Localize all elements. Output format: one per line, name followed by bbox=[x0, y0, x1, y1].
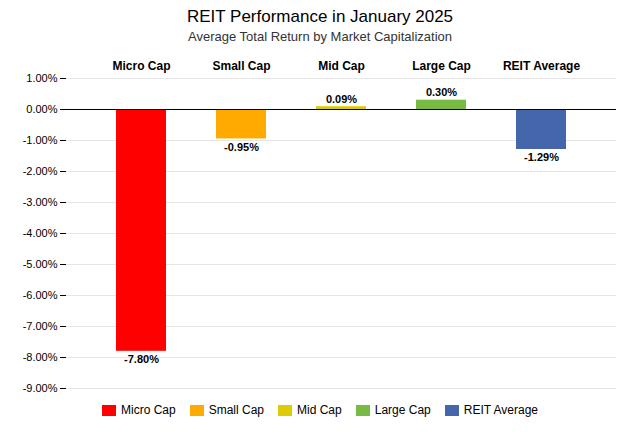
html-text:Small Cap: Small Cap bbox=[208, 403, 264, 417]
svg-text:0.30%: 0.30% bbox=[426, 86, 457, 98]
html-text:REIT Performance in January 20: REIT Performance in January 2025 bbox=[186, 7, 454, 26]
svg-text:1.00%: 1.00% bbox=[26, 72, 57, 84]
svg-text:-8.00%: -8.00% bbox=[23, 351, 58, 363]
svg-text:-0.95%: -0.95% bbox=[224, 141, 259, 153]
svg-text:-6.00%: -6.00% bbox=[23, 289, 58, 301]
html-text:Large Cap: Large Cap bbox=[374, 403, 431, 417]
svg-text:Small Cap: Small Cap bbox=[212, 59, 270, 73]
svg-text:-1.00%: -1.00% bbox=[23, 134, 58, 146]
svg-text:-3.00%: -3.00% bbox=[23, 196, 58, 208]
html-text:Average Total Return by Market: Average Total Return by Market Capitaliz… bbox=[188, 29, 452, 44]
svg-text:0.00%: 0.00% bbox=[26, 103, 57, 115]
html-text:REIT Average: REIT Average bbox=[463, 403, 538, 417]
svg-text:-9.00%: -9.00% bbox=[23, 382, 58, 394]
svg-text:-1.29%: -1.29% bbox=[524, 151, 559, 163]
svg-text:-5.00%: -5.00% bbox=[23, 258, 58, 270]
svg-text:-7.00%: -7.00% bbox=[23, 320, 58, 332]
svg-text:0.09%: 0.09% bbox=[326, 93, 357, 105]
html-text:Micro Cap: Micro Cap bbox=[121, 403, 176, 417]
svg-text:Large Cap: Large Cap bbox=[412, 59, 471, 73]
svg-text:-4.00%: -4.00% bbox=[23, 227, 58, 239]
svg-text:Mid Cap: Mid Cap bbox=[318, 59, 365, 73]
svg-text:Micro Cap: Micro Cap bbox=[112, 59, 170, 73]
svg-text:-2.00%: -2.00% bbox=[23, 165, 58, 177]
svg-text:-7.80%: -7.80% bbox=[124, 353, 159, 365]
svg-text:REIT Average: REIT Average bbox=[503, 59, 580, 73]
html-text:Mid Cap: Mid Cap bbox=[297, 403, 342, 417]
